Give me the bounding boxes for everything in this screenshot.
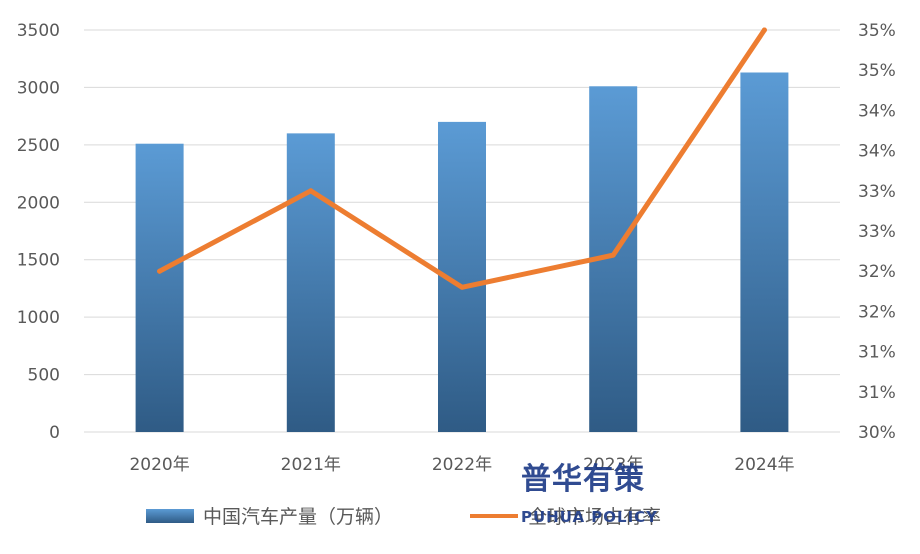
legend: 中国汽车产量（万辆） 全球市场占有率	[146, 506, 661, 528]
line-point	[157, 268, 163, 274]
y-left-tick-label: 1500	[17, 251, 60, 271]
y-left-tick-label: 1000	[17, 308, 60, 328]
x-tick-label: 2024年	[734, 455, 794, 475]
y-left-tick-label: 3500	[17, 21, 60, 41]
bar	[740, 72, 789, 433]
y-left-tick-label: 500	[28, 366, 60, 386]
y-right-tick-label: 34%	[858, 101, 896, 121]
y-left-tick-label: 0	[49, 423, 60, 443]
y-right-tick-label: 30%	[858, 423, 896, 443]
watermark-text-cn: 普华有策	[521, 462, 645, 497]
y-left-tick-label: 2000	[17, 193, 60, 213]
y-right-tick-label: 32%	[858, 262, 896, 282]
x-axis: 2020年 2021年 2022年 2023年 2024年	[129, 455, 794, 475]
line-point	[761, 27, 767, 33]
legend-label-bar: 中国汽车产量（万辆）	[203, 506, 393, 528]
line-point	[610, 252, 616, 258]
y-right-tick-label: 33%	[858, 222, 896, 242]
watermark-text-en: PUHUA POLICY	[521, 508, 658, 526]
x-tick-label: 2023年	[583, 455, 643, 475]
y-right-tick-label: 31%	[858, 343, 896, 363]
y-right-tick-label: 35%	[858, 61, 896, 81]
line-series	[157, 27, 767, 290]
legend-label-line: 全球市场占有率	[528, 506, 661, 528]
x-tick-label: 2020年	[129, 455, 189, 475]
bar-series	[135, 72, 789, 433]
x-tick-label: 2022年	[432, 455, 492, 475]
bar	[286, 133, 335, 432]
y-right-tick-label: 31%	[858, 383, 896, 403]
legend-swatch-bar	[146, 509, 194, 523]
y-right-tick-label: 34%	[858, 142, 896, 162]
bar	[135, 143, 184, 433]
y-right-tick-label: 35%	[858, 21, 896, 41]
watermark-logo: 普华有策 PUHUA POLICY	[521, 462, 658, 526]
y-right-tick-label: 32%	[858, 302, 896, 322]
y-left-tick-label: 2500	[17, 136, 60, 156]
x-tick-label: 2021年	[281, 455, 341, 475]
y-left-tick-label: 3000	[17, 78, 60, 98]
line-point	[308, 188, 314, 194]
y-right-axis: 30% 31% 31% 32% 32% 33% 33% 34% 34% 35% 35%	[858, 21, 896, 443]
line-point	[459, 284, 465, 290]
y-right-tick-label: 33%	[858, 182, 896, 202]
y-left-axis: 0 500 1000 1500 2000 2500 3000 3500	[17, 21, 60, 443]
